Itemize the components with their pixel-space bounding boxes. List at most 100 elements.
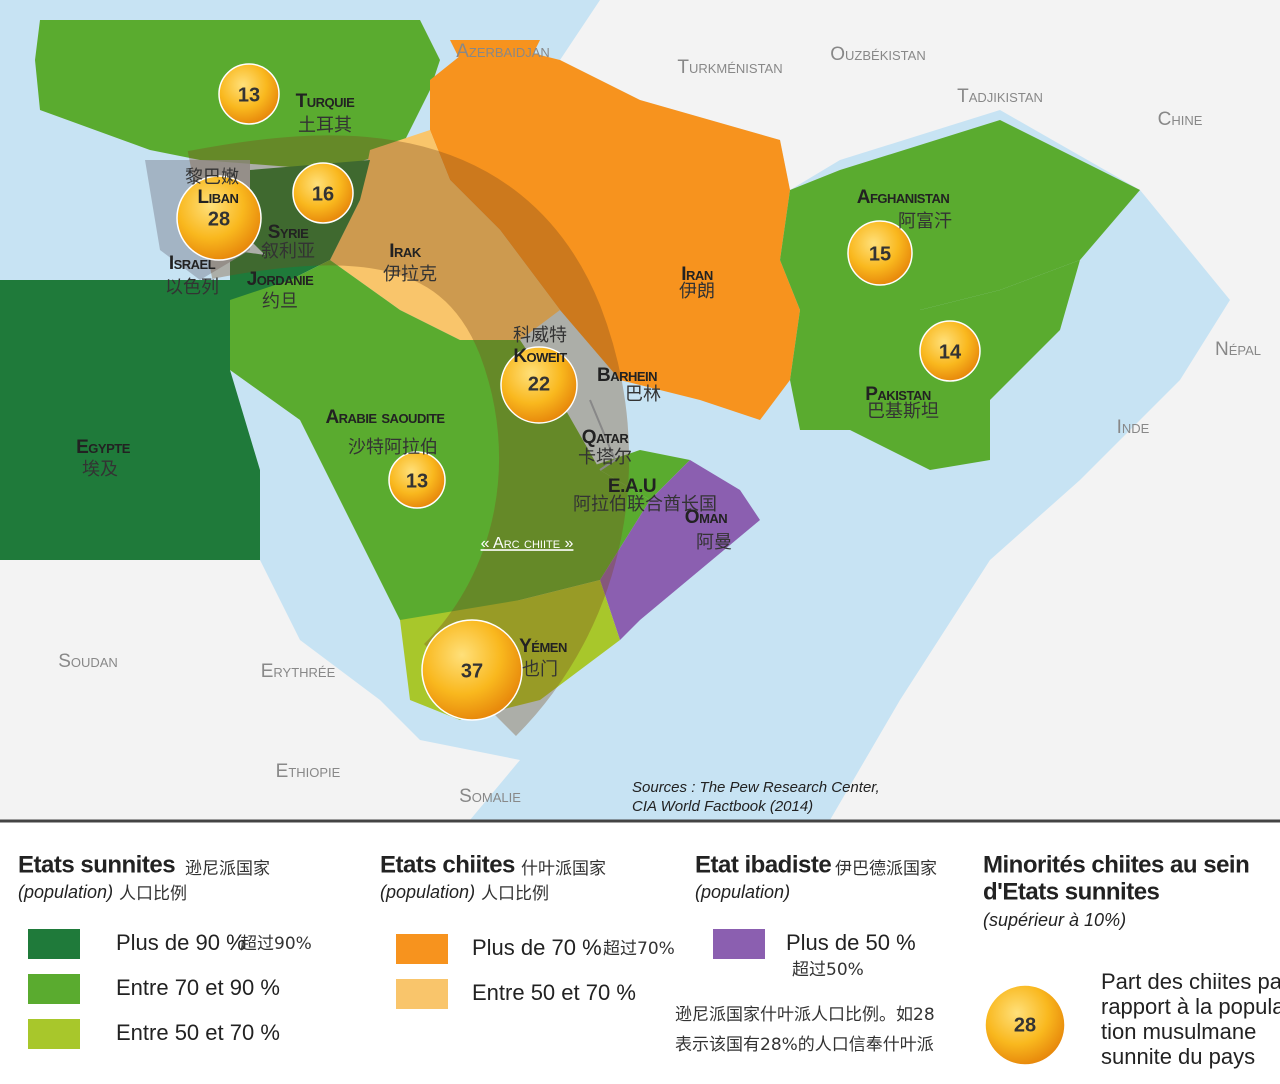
neighbor-name: Azerbaidjan <box>456 41 550 62</box>
legend-swatch <box>28 929 80 959</box>
country-name-zh: 巴林 <box>625 384 661 405</box>
sources: Sources : The Pew Research Center, <box>632 779 880 796</box>
country-name-zh: 伊拉克 <box>383 264 437 285</box>
saudi-arabia <box>230 260 650 620</box>
shiite-share-label: 15 <box>869 243 891 265</box>
country-name: Israel <box>169 253 216 274</box>
legend-note-zh: 表示该国有28%的人口信奉什叶派 <box>675 1035 934 1055</box>
legend-note-zh: 逊尼派国家什叶派人口比例。如28 <box>675 1005 935 1025</box>
shiite-share-bubble <box>421 619 523 721</box>
country-name-zh: 巴基斯坦 <box>867 401 939 422</box>
shiite-share-bubble <box>847 220 913 286</box>
country-name: Koweit <box>513 346 567 367</box>
legend-description: Part des chiites par <box>1101 969 1280 994</box>
legend-label: Plus de 90 % <box>116 930 246 955</box>
legend-description: tion musulmane <box>1101 1019 1256 1044</box>
legend-swatch <box>396 934 448 964</box>
shiite-share-label: 28 <box>208 208 230 230</box>
legend-title-zh: 伊巴德派国家 <box>835 859 937 879</box>
country-name: Liban <box>198 187 239 208</box>
legend-title-zh: 逊尼派国家 <box>185 859 270 879</box>
map <box>0 0 1280 823</box>
legend-label: Entre 70 et 90 % <box>116 975 280 1000</box>
egypt <box>0 280 260 560</box>
legend-title: Etats sunnites <box>18 851 175 878</box>
country-name-zh: 伊朗 <box>679 281 715 302</box>
country-name: Irak <box>389 241 422 262</box>
country-name-zh: 阿曼 <box>696 532 732 553</box>
neighbor-name: Tadjikistan <box>957 86 1043 107</box>
neighbor-name: Ethiopie <box>276 761 341 782</box>
oman <box>600 460 760 640</box>
shiite-share-label: 37 <box>461 660 483 682</box>
neighbor-name: Ouzbékistan <box>830 44 925 65</box>
neighbor-name: Chine <box>1158 109 1203 130</box>
country-name-zh: 阿富汗 <box>898 211 952 232</box>
legend-subtitle: (population) <box>18 882 113 902</box>
legend-label-zh: 超过70% <box>603 939 675 959</box>
country-name: Syrie <box>268 222 309 243</box>
legend-label: Entre 50 et 70 % <box>472 980 636 1005</box>
country-name-zh: 埃及 <box>82 459 118 480</box>
legend-swatch <box>713 929 765 959</box>
country-name-zh: 黎巴嫩 <box>185 167 239 188</box>
country-name-zh: 也门 <box>522 659 558 680</box>
arc-label: « Arc chiite » <box>481 535 574 552</box>
neighbor-name: Inde <box>1117 417 1150 438</box>
country-name-zh: 以色列 <box>165 277 219 298</box>
shiite-share-bubble <box>919 320 981 382</box>
country-name-zh: 沙特阿拉伯 <box>348 437 438 458</box>
legend-label: Plus de 50 % <box>786 930 916 955</box>
shiite-share-label: 14 <box>939 341 962 363</box>
country-name-zh: 科威特 <box>513 325 567 346</box>
shiite-share-bubble <box>292 162 354 224</box>
legend-description: sunnite du pays <box>1101 1044 1255 1069</box>
shiite-share-bubble <box>388 451 446 509</box>
shiite-share-bubble <box>218 63 280 125</box>
neighbor-name: Népal <box>1215 339 1261 360</box>
shiite-share-label: 16 <box>312 183 334 205</box>
country-name-zh: 约旦 <box>262 291 298 312</box>
country-name: Turquie <box>296 91 355 112</box>
land-east <box>560 0 1280 820</box>
shiite-share-label: 22 <box>528 373 550 395</box>
country-name: Afghanistan <box>857 187 950 208</box>
legend-description: rapport à la popula- <box>1101 994 1280 1019</box>
country-name: Egypte <box>76 437 131 458</box>
shiite-share-bubble <box>500 346 578 424</box>
country-name-zh: 卡塔尔 <box>578 447 632 468</box>
land-africa <box>0 560 520 820</box>
country-name: Qatar <box>582 427 630 448</box>
legend-label-zh: 超过90% <box>240 934 312 954</box>
legend-label-zh: 超过50% <box>792 960 864 980</box>
legend-swatch <box>28 974 80 1004</box>
country-name: Barhein <box>597 365 657 386</box>
shiite-share-label: 13 <box>238 84 260 106</box>
sources: CIA World Factbook (2014) <box>632 798 813 815</box>
legend-subtitle-zh: 人口比例 <box>481 884 549 904</box>
legend-title: Etats chiites <box>380 851 515 878</box>
legend-bubble <box>984 984 1066 1066</box>
legend-title: Etat ibadiste <box>695 851 831 878</box>
legend-title-zh: 什叶派国家 <box>521 859 606 879</box>
shiite-share-label: 13 <box>406 470 428 492</box>
legend-bubble-label: 28 <box>1014 1014 1036 1036</box>
country-name: Pakistan <box>865 384 931 405</box>
iran <box>430 40 800 420</box>
neighbor-name: Turkménistan <box>677 57 782 78</box>
iraq <box>330 130 560 340</box>
legend-subtitle-zh: 人口比例 <box>119 884 187 904</box>
legend-title: Minorités chiites au sein <box>983 851 1249 878</box>
neighbor-name: Erythrée <box>261 661 336 682</box>
legend-swatch <box>396 979 448 1009</box>
legend-title: d'Etats sunnites <box>983 878 1160 905</box>
legend-label: Plus de 70 % <box>472 935 602 960</box>
country-name-zh: 叙利亚 <box>261 241 315 262</box>
bahrain-pointer <box>589 399 617 471</box>
country-name: E.A.U <box>608 476 656 497</box>
country-name-zh: 土耳其 <box>298 115 352 136</box>
shiite-share-bubble <box>176 175 262 261</box>
neighbor-name: Somalie <box>459 786 521 807</box>
neighbor-name: Soudan <box>58 651 118 672</box>
